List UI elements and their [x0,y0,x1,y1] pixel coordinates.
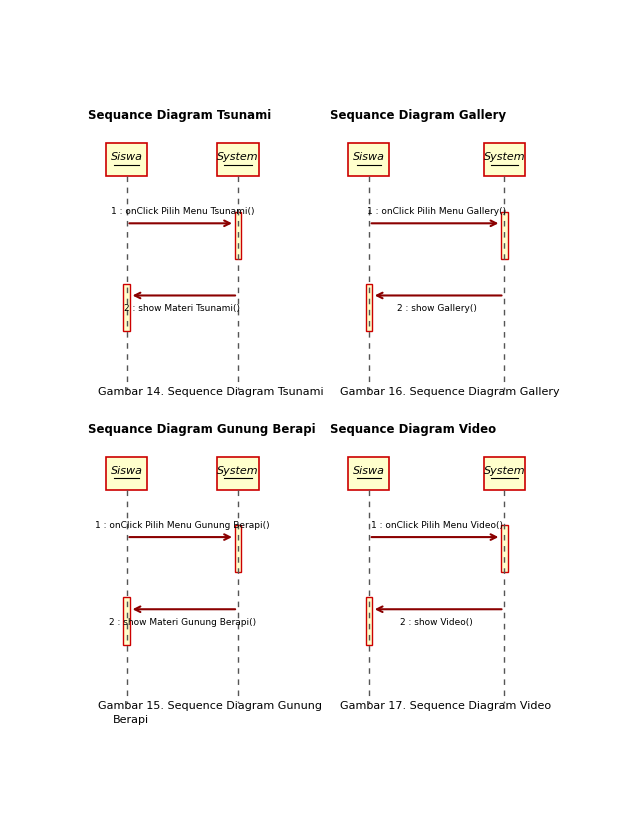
Text: 2 : show Gallery(): 2 : show Gallery() [397,304,476,313]
Text: 1 : onClick Pilih Menu Gunung Berapi(): 1 : onClick Pilih Menu Gunung Berapi() [95,521,269,531]
Text: Siswa: Siswa [111,466,142,476]
Text: Gambar 14. Sequence Diagram Tsunami: Gambar 14. Sequence Diagram Tsunami [98,387,323,398]
Bar [235,526,241,572]
Bar [235,212,241,258]
Bar [348,143,389,176]
Text: 1 : onClick Pilih Menu Tsunami(): 1 : onClick Pilih Menu Tsunami() [111,207,254,217]
Text: Sequance Diagram Tsunami: Sequance Diagram Tsunami [88,108,271,121]
Bar [217,457,259,490]
Text: Siswa: Siswa [111,152,142,162]
Text: 1 : onClick Pilih Menu Video(): 1 : onClick Pilih Menu Video() [371,521,503,531]
Bar [366,597,372,645]
Text: 2 : show Materi Tsunami(): 2 : show Materi Tsunami() [124,304,240,313]
Bar [501,212,508,258]
Text: System: System [217,466,259,476]
Text: 2 : show Video(): 2 : show Video() [400,618,473,627]
Text: Gambar 16. Sequence Diagram Gallery: Gambar 16. Sequence Diagram Gallery [340,387,559,398]
Text: Sequance Diagram Video: Sequance Diagram Video [330,422,496,435]
Bar [217,143,259,176]
Text: Gambar 17. Sequence Diagram Video: Gambar 17. Sequence Diagram Video [340,701,551,711]
Text: System: System [484,466,525,476]
Text: Sequance Diagram Gunung Berapi: Sequance Diagram Gunung Berapi [88,422,316,435]
Bar [484,457,525,490]
Text: 1 : onClick Pilih Menu Gallery(): 1 : onClick Pilih Menu Gallery() [367,207,506,217]
Text: Siswa: Siswa [352,152,385,162]
Text: Gambar 15. Sequence Diagram Gunung: Gambar 15. Sequence Diagram Gunung [98,701,321,711]
Text: System: System [484,152,525,162]
Bar [348,457,389,490]
Bar [501,526,508,572]
Text: Siswa: Siswa [352,466,385,476]
Text: Berapi: Berapi [113,715,149,725]
Bar [106,143,147,176]
Bar [123,284,130,331]
Bar [123,597,130,645]
Bar [484,143,525,176]
Bar [106,457,147,490]
Bar [366,284,372,331]
Text: Sequance Diagram Gallery: Sequance Diagram Gallery [330,108,506,121]
Text: 2 : show Materi Gunung Berapi(): 2 : show Materi Gunung Berapi() [109,618,256,627]
Text: System: System [217,152,259,162]
